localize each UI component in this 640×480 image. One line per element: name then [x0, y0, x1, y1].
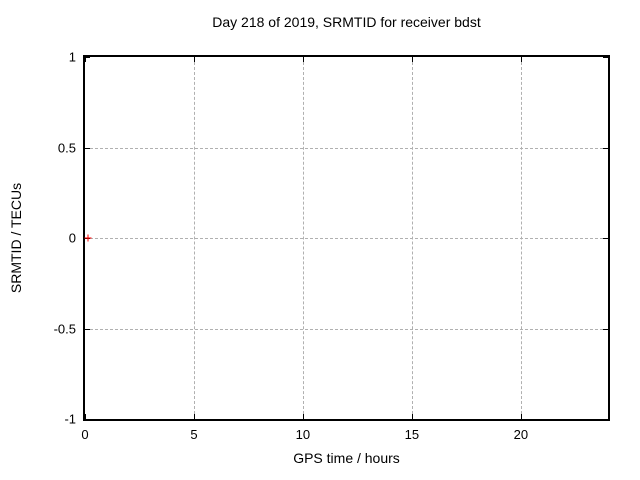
tick-mark — [85, 147, 90, 149]
y-tick-label: -1 — [64, 411, 76, 427]
tick-mark — [85, 419, 90, 420]
tick-mark — [85, 238, 90, 239]
tick-mark — [193, 414, 195, 419]
x-tick-label: 10 — [295, 427, 311, 442]
tick-mark — [603, 328, 608, 330]
y-tick-label: 0.5 — [57, 140, 76, 155]
plus-icon — [87, 234, 89, 242]
tick-mark — [603, 147, 608, 149]
tick-mark — [85, 57, 90, 58]
tick-mark — [411, 57, 413, 62]
tick-mark — [85, 328, 90, 330]
plot-area: 0 5 10 15 20 -1 -0.5 0 0.5 1 — [54, 50, 610, 442]
tick-mark — [193, 57, 195, 62]
gridline — [85, 328, 608, 330]
gridline — [85, 147, 608, 149]
tick-mark — [411, 414, 413, 419]
gridline — [85, 238, 608, 239]
tick-mark — [520, 57, 522, 62]
chart-title: Day 218 of 2019, SRMTID for receiver bds… — [212, 14, 481, 30]
tick-mark — [85, 414, 86, 419]
tick-mark — [85, 57, 86, 62]
y-tick-label: -0.5 — [53, 321, 76, 336]
tick-mark — [302, 414, 304, 419]
tick-mark — [603, 238, 608, 239]
x-tick-label: 15 — [404, 427, 420, 442]
y-axis-label: SRMTID / TECUs — [8, 182, 24, 294]
x-tick-label: 20 — [513, 427, 529, 442]
x-tick-label: 5 — [190, 427, 198, 442]
tick-mark — [603, 419, 608, 420]
x-tick-label: 0 — [81, 427, 89, 442]
data-point-marker — [84, 234, 92, 242]
y-tick-label: 0 — [68, 230, 76, 246]
y-tick-label: 1 — [68, 49, 76, 65]
tick-mark — [603, 57, 608, 58]
tick-mark — [520, 414, 522, 419]
tick-mark — [302, 57, 304, 62]
x-axis-label: GPS time / hours — [293, 450, 400, 466]
